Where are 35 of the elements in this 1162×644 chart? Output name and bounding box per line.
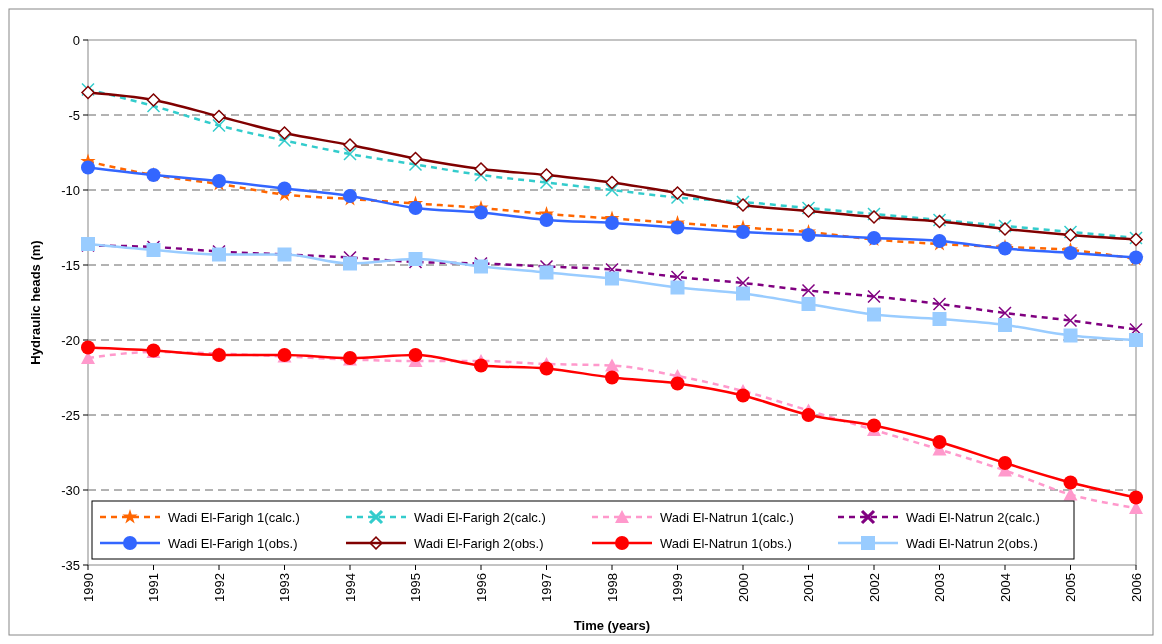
x-tick-label: 1999 — [670, 573, 686, 602]
x-tick-label: 1990 — [80, 573, 96, 602]
x-tick-label: 1992 — [211, 573, 227, 602]
y-tick-label: -10 — [61, 182, 80, 198]
x-tick-label: 2004 — [997, 573, 1013, 602]
x-tick-label: 2003 — [932, 573, 948, 602]
x-tick-label: 1994 — [342, 573, 358, 602]
legend-label: Wadi El-Farigh 1(calc.) — [168, 509, 300, 525]
x-tick-label: 2005 — [1063, 573, 1079, 602]
legend-label: Wadi El-Farigh 1(obs.) — [168, 535, 298, 551]
y-tick-label: -25 — [61, 407, 80, 423]
y-tick-label: -35 — [61, 557, 80, 573]
y-tick-label: -15 — [61, 257, 80, 273]
legend-label: Wadi El-Natrun 1(obs.) — [660, 535, 792, 551]
x-tick-label: 1993 — [277, 573, 293, 602]
legend-label: Wadi El-Farigh 2(obs.) — [414, 535, 544, 551]
x-tick-label: 2002 — [866, 573, 882, 602]
y-axis-title: Hydraulic heads (m) — [28, 240, 43, 365]
x-tick-label: 1998 — [604, 573, 620, 602]
legend-label: Wadi El-Natrun 2(obs.) — [906, 535, 1038, 551]
x-tick-label: 1991 — [146, 573, 162, 602]
x-tick-label: 2000 — [735, 573, 751, 602]
y-tick-label: -5 — [68, 107, 80, 123]
x-tick-label: 1997 — [539, 573, 555, 602]
x-tick-label: 2006 — [1128, 573, 1144, 602]
legend-label: Wadi El-Natrun 1(calc.) — [660, 509, 794, 525]
legend-label: Wadi El-Natrun 2(calc.) — [906, 509, 1040, 525]
y-tick-label: -30 — [61, 482, 80, 498]
y-tick-label: 0 — [72, 32, 80, 48]
x-tick-label: 2001 — [801, 573, 817, 602]
legend-label: Wadi El-Farigh 2(calc.) — [414, 509, 546, 525]
x-axis-title: Time (years) — [573, 618, 651, 633]
x-tick-label: 1995 — [408, 573, 424, 602]
y-tick-label: -20 — [61, 332, 80, 348]
x-tick-label: 1996 — [473, 573, 489, 602]
